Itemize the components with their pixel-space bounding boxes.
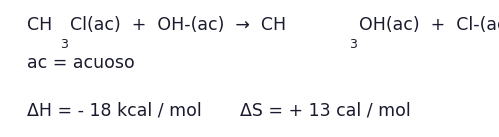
Text: OH(ac)  +  Cl-(ac): OH(ac) + Cl-(ac) (359, 16, 499, 34)
Text: Cl(ac)  +  OH-(ac)  →  CH: Cl(ac) + OH-(ac) → CH (70, 16, 286, 34)
Text: 3: 3 (349, 38, 357, 51)
Text: CH: CH (27, 16, 53, 34)
Text: ac = acuoso: ac = acuoso (27, 55, 135, 72)
Text: ΔS = + 13 cal / mol: ΔS = + 13 cal / mol (240, 101, 410, 119)
Text: 3: 3 (60, 38, 68, 51)
Text: ΔH = - 18 kcal / mol: ΔH = - 18 kcal / mol (27, 101, 202, 119)
